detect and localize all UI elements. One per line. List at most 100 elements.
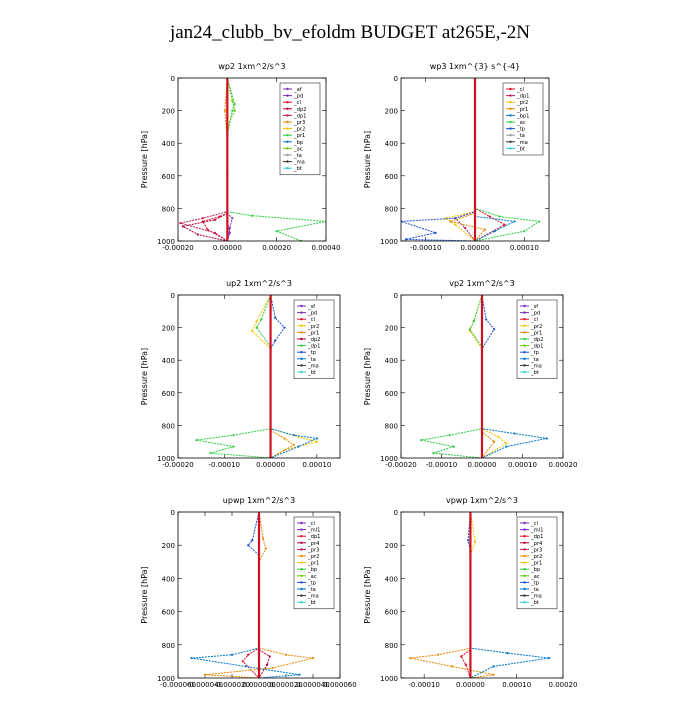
data-point [264, 547, 267, 550]
legend-marker [523, 324, 526, 327]
legend-marker [300, 311, 303, 314]
data-point [266, 663, 269, 666]
legend-label: _pr1 [293, 133, 305, 139]
data-point [231, 217, 234, 220]
legend-label: _pr1 [307, 330, 319, 336]
data-point [250, 329, 254, 332]
data-point [315, 437, 318, 440]
data-point [454, 223, 457, 226]
data-point [513, 432, 516, 435]
legend-marker [300, 344, 303, 347]
legend-label: _ma [530, 594, 542, 600]
x-tick-label: 0.00040 [312, 244, 341, 252]
legend-label: _pd [307, 311, 317, 317]
series-line [421, 295, 483, 458]
y-tick-label: 0 [394, 292, 398, 300]
legend-label: _ma [516, 140, 528, 146]
chart-panel: wp2 1xm^2/s^3 Pressure [hPa] 0 200 400 600 800… [140, 62, 340, 252]
legend-marker [300, 548, 303, 551]
y-tick-label: 800 [162, 422, 175, 430]
series-line [448, 78, 486, 241]
data-point [460, 655, 463, 658]
legend-label: _sf [530, 304, 538, 310]
legend-label: _pr1 [530, 561, 542, 567]
series-line [270, 295, 286, 458]
legend-marker [523, 587, 526, 591]
y-tick-label: 1000 [157, 675, 175, 683]
plot-frame [400, 294, 564, 459]
legend-marker [286, 114, 289, 117]
data-point [493, 230, 496, 233]
x-tick-label: 0.00020 [262, 244, 291, 252]
data-point [206, 228, 209, 231]
chart-panel: vp2 1xm^2/s^3 Pressure [hPa] 0 200 400 600 800… [363, 279, 577, 469]
legend-marker [523, 311, 526, 314]
data-point [233, 102, 236, 106]
x-tick-label: 0.000040 [296, 681, 329, 689]
data-point [232, 445, 235, 448]
legend-marker [523, 601, 526, 604]
x-tick-label: 0.00010 [302, 461, 331, 469]
legend-marker [300, 601, 303, 604]
legend-marker [300, 574, 303, 577]
legend-marker [523, 370, 526, 374]
legend-label: _pr2 [530, 554, 542, 560]
legend-marker [286, 167, 289, 170]
legend-marker [300, 364, 303, 367]
series-line [469, 295, 508, 458]
data-point [247, 544, 250, 547]
y-axis-label: Pressure [hPa] [140, 131, 149, 188]
legend-marker [523, 521, 526, 525]
data-point [274, 316, 277, 319]
legend-label: _cl [530, 317, 538, 323]
legend-marker [523, 561, 526, 564]
data-point [283, 326, 286, 329]
y-tick-label: 200 [162, 108, 175, 116]
legend-marker [523, 357, 526, 360]
data-point [190, 656, 193, 660]
legend-label: _pr2 [307, 554, 319, 560]
y-tick-label: 0 [394, 75, 398, 83]
legend-marker [523, 568, 526, 571]
legend-label: _pr2 [307, 324, 319, 330]
x-tick-label: 0.00000 [456, 681, 485, 689]
data-point [488, 215, 491, 218]
data-point [311, 656, 315, 660]
legend-label: _tp [307, 350, 317, 356]
data-point [473, 540, 477, 543]
data-point [298, 673, 301, 676]
y-tick-label: 1000 [380, 675, 398, 683]
data-point [233, 109, 236, 112]
data-point [274, 339, 277, 342]
series-line [460, 512, 471, 678]
data-point [464, 226, 467, 230]
legend-label: _pr2 [530, 324, 542, 330]
data-point [250, 214, 254, 217]
data-point [503, 223, 506, 226]
legend-label: _bt [516, 146, 525, 152]
legend-label: _ml1 [307, 528, 320, 534]
y-tick-label: 200 [162, 325, 175, 333]
y-tick-label: 400 [162, 140, 175, 148]
y-tick-label: 0 [171, 292, 175, 300]
chart-title: wp3 1xm^{3} s^{-4} [430, 62, 520, 71]
x-tick-label: 0.00000 [213, 244, 242, 252]
legend-marker [300, 541, 303, 544]
legend-label: _ac [293, 146, 303, 152]
data-point [498, 215, 501, 218]
x-tick-label: 0.000020 [269, 681, 302, 689]
legend-label: _dp1 [516, 94, 529, 100]
y-tick-label: 600 [162, 173, 175, 181]
y-tick-label: 0 [394, 509, 398, 517]
legend: _sf_pd_cl_pr2_pr1_dp2_dp1_tp_ta_ma_bt [293, 299, 335, 379]
chart-title: wp2 1xm^2/s^3 [218, 62, 285, 71]
y-tick-label: 400 [385, 140, 398, 148]
series-line [481, 295, 495, 458]
legend-label: _bt [530, 600, 539, 606]
legend-label: _bp [307, 567, 318, 573]
chart-title: vpwp 1xm^2/s^3 [446, 496, 518, 505]
legend-marker [286, 140, 289, 143]
legend-marker [286, 160, 289, 163]
series-line [251, 295, 319, 458]
legend-marker [523, 574, 526, 577]
